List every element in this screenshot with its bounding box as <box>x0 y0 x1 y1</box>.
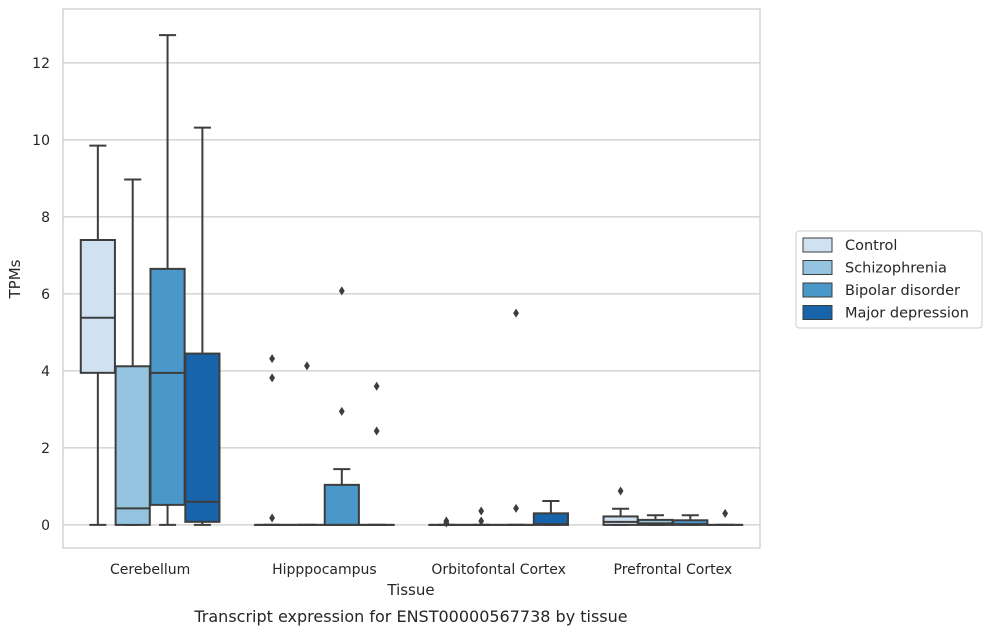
box-3-2 <box>323 286 360 526</box>
iqr-box <box>323 483 360 526</box>
box-4-3 <box>532 500 569 526</box>
iqr-box <box>114 365 151 526</box>
legend-swatch <box>802 237 833 253</box>
iqr-box <box>79 239 116 374</box>
outlier-point <box>338 286 345 296</box>
outlier-point <box>373 381 380 391</box>
outlier-point <box>304 361 310 371</box>
legend-swatch <box>802 260 833 275</box>
box-1-3 <box>428 516 465 528</box>
boxes <box>79 34 744 528</box>
box-1-2 <box>254 354 291 526</box>
legend-frame <box>795 230 983 329</box>
box-1-4 <box>602 486 639 526</box>
y-tick-label: 0 <box>41 518 50 534</box>
legend-swatch <box>802 305 833 320</box>
box-3-4 <box>672 514 709 526</box>
box-4-1 <box>184 126 221 526</box>
y-tick-label: 12 <box>32 56 50 72</box>
box-2-4 <box>637 514 674 526</box>
legend-label: Schizophrenia <box>845 261 947 277</box>
box-2-2 <box>288 361 326 526</box>
x-tick-label: Hipppocampus <box>272 562 377 578</box>
outlier-point <box>269 513 276 523</box>
outlier-point <box>617 486 624 496</box>
y-tick-label: 8 <box>41 210 50 226</box>
legend-label: Control <box>845 238 897 254</box>
legend-label: Bipolar disorder <box>845 283 960 299</box>
box-4-2 <box>358 381 395 526</box>
x-tick-label: Cerebellum <box>110 562 190 578</box>
x-axis-label: Tissue <box>386 581 434 599</box>
box-1-1 <box>79 144 116 526</box>
y-axis-label: TPMs <box>6 259 24 299</box>
legend-label: Major depression <box>845 306 969 322</box>
legend-swatch <box>802 282 833 298</box>
y-tick-labels: 0 2 4 6 8 10 12 <box>32 56 50 534</box>
outlier-point <box>443 516 450 526</box>
plot-frame <box>62 8 761 549</box>
figure-caption: Transcript expression for ENST0000056773… <box>193 607 627 626</box>
y-tick-label: 4 <box>41 364 50 380</box>
box-4-4 <box>707 508 744 526</box>
y-tick-label: 6 <box>41 287 50 303</box>
iqr-box <box>149 267 186 506</box>
outlier-point <box>513 308 519 318</box>
outlier-point <box>373 426 380 436</box>
outlier-point <box>513 503 519 513</box>
outlier-point <box>478 506 485 516</box>
y-tick-label: 2 <box>41 441 50 457</box>
outlier-point <box>338 406 345 416</box>
iqr-box <box>602 515 639 526</box>
outlier-point <box>722 508 729 518</box>
box-3-3 <box>497 308 535 526</box>
iqr-box <box>184 352 221 523</box>
outlier-point <box>269 354 276 364</box>
outlier-point <box>478 516 485 526</box>
x-tick-labels: Cerebellum Hipppocampus Orbitofontal Corte… <box>110 562 732 578</box>
x-tick-label: Orbitofontal Cortex <box>431 562 566 578</box>
x-tick-label: Prefrontal Cortex <box>614 562 733 578</box>
box-2-3 <box>463 506 500 526</box>
legend: Control Schizophrenia Bipolar disorder Majo… <box>795 230 983 329</box>
y-tick-label: 10 <box>32 133 50 149</box>
box-3-1 <box>149 34 186 526</box>
outlier-point <box>269 373 276 383</box>
box-2-1 <box>114 178 151 526</box>
